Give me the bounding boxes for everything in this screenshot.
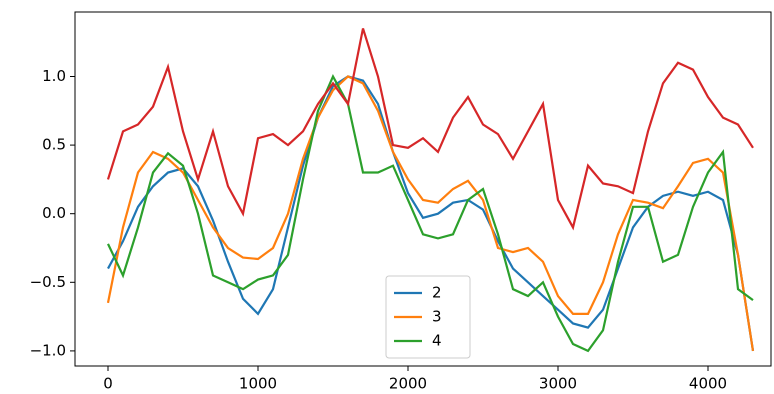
y-tick-label: 0.5 (42, 136, 66, 154)
legend-label: 4 (432, 332, 442, 350)
legend-label: 2 (432, 284, 442, 302)
y-tick-label: −1.0 (30, 341, 66, 359)
x-tick-label: 0 (103, 375, 113, 393)
series-line (106, 28, 754, 231)
legend-box (385, 275, 471, 359)
x-tick-label: 2000 (389, 375, 427, 393)
plot-frame (74, 11, 772, 367)
legend: 2 3 4 (385, 275, 471, 359)
series-line (107, 75, 755, 352)
x-tick-label: 4000 (689, 375, 727, 393)
legend-label: 3 (432, 308, 442, 326)
series-line (106, 75, 755, 352)
y-tick-label: 1.0 (42, 67, 66, 85)
x-tick-label: 3000 (539, 375, 577, 393)
y-tick-label: 0.0 (42, 204, 66, 222)
x-tick-label: 1000 (239, 375, 277, 393)
y-tick-label: −0.5 (30, 273, 66, 291)
series-line (107, 73, 754, 353)
